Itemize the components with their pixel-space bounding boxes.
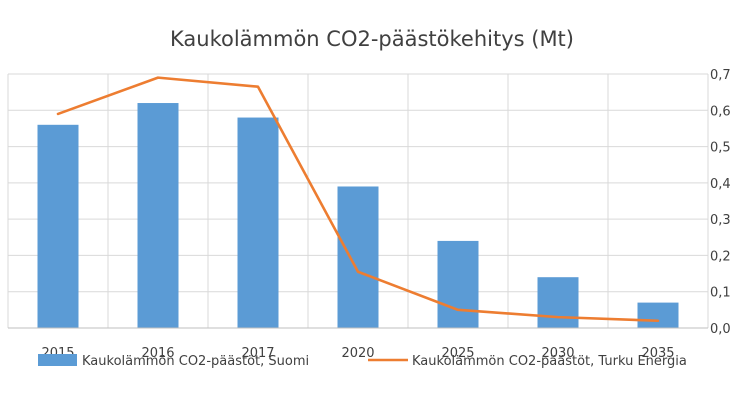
y-right-tick-label: 0,1: [710, 286, 731, 301]
bar-2017: [237, 117, 279, 329]
legend: Kaukolämmön CO2-päästöt, Suomi Kaukolämmö…: [38, 354, 687, 369]
bar-2025: [437, 240, 479, 328]
y-right-tick-label: 0,6: [710, 104, 731, 119]
bar-2035: [637, 302, 679, 328]
x-tick-label: 2025: [441, 346, 474, 361]
line-series: [56, 76, 660, 323]
bar-series: [37, 103, 679, 329]
y-right-tick-label: 0,2: [710, 249, 731, 264]
y-right-tick-label: 0,3: [710, 213, 731, 228]
chart-title: Kaukolämmön CO2-päästökehitys (Mt): [170, 27, 574, 51]
legend-label-bar: Kaukolämmön CO2-päästöt, Suomi: [82, 354, 309, 369]
legend-swatch-bar: [38, 354, 77, 366]
y-right-tick-label: 0,5: [710, 141, 731, 156]
bar-2015: [37, 124, 79, 328]
x-tick-label: 2017: [241, 346, 274, 361]
x-tick-label: 2016: [141, 346, 174, 361]
bar-2020: [337, 186, 379, 328]
y-right-tick-label: 0,4: [710, 177, 731, 192]
x-tick-label: 2035: [641, 346, 674, 361]
y-right-tick-label: 0,7: [710, 68, 731, 83]
x-tick-label: 2030: [541, 346, 574, 361]
legend-label-line: Kaukolämmön CO2-päästöt, Turku Energia: [412, 354, 687, 369]
bar-2030: [537, 277, 579, 328]
bar-2016: [137, 103, 179, 329]
y-right-tick-label: 0,0: [710, 322, 731, 337]
x-tick-label: 2020: [341, 346, 374, 361]
